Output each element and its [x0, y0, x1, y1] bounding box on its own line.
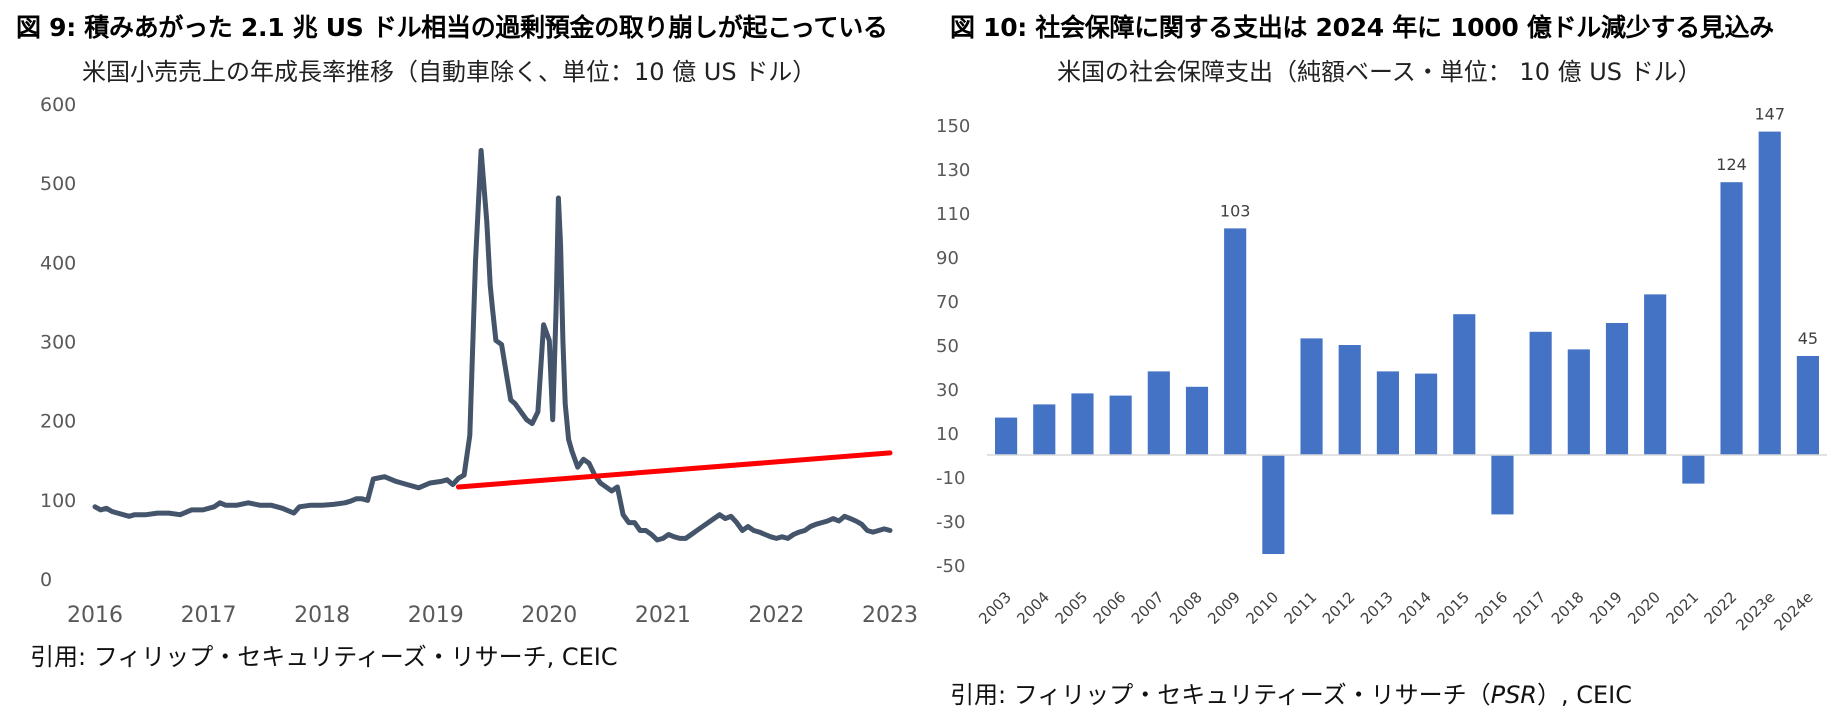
x-tick-label: 2017	[181, 603, 237, 628]
x-tick-label: 2015	[1433, 588, 1473, 628]
right-chart-subtitle: 米国の社会保障支出（純額ベース・単位： 10 億 US ドル）	[1057, 58, 1702, 86]
bar	[1644, 294, 1667, 455]
x-tick-label: 2012	[1319, 588, 1359, 628]
x-tick-label: 2014	[1395, 588, 1435, 628]
right-source-psr: PSR	[1490, 681, 1537, 709]
y-tick-label: 500	[40, 173, 76, 195]
left-figure-title: 図 9: 積みあがった 2.1 兆 US ドル相当の過剰預金の取り崩しが起こって…	[16, 13, 888, 42]
bar	[1491, 455, 1514, 515]
x-tick-label: 2016	[67, 603, 123, 628]
x-tick-label: 2007	[1128, 588, 1168, 628]
bar	[1453, 314, 1476, 455]
right-chart-panel: 図 10: 社会保障に関する支出は 2024 年に 1000 億ドル減少する見込…	[930, 0, 1830, 719]
data-label: 45	[1798, 329, 1818, 348]
y-tick-label: -10	[936, 468, 965, 489]
right-source-suffix: ）, CEIC	[1536, 681, 1632, 709]
bar	[1147, 371, 1170, 455]
data-label: 124	[1716, 155, 1747, 174]
x-tick-label: 2006	[1090, 588, 1130, 628]
y-tick-label: 100	[40, 490, 76, 512]
x-tick-label: 2022	[748, 603, 804, 628]
x-tick-label: 2021	[1662, 588, 1702, 628]
data-label: 147	[1754, 105, 1785, 124]
bar	[1262, 455, 1285, 554]
y-tick-label: 50	[936, 336, 959, 357]
right-figure-title: 図 10: 社会保障に関する支出は 2024 年に 1000 億ドル減少する見込…	[950, 13, 1774, 42]
bar	[1071, 393, 1094, 455]
left-chart-subtitle: 米国小売売上の年成長率推移（自動車除く、単位：10 億 US ドル）	[82, 58, 817, 86]
bar	[995, 417, 1018, 455]
x-tick-label: 2018	[294, 603, 350, 628]
y-tick-label: 130	[936, 160, 970, 181]
bar	[1682, 455, 1705, 484]
x-tick-label: 2018	[1548, 588, 1588, 628]
bar	[1415, 373, 1438, 455]
x-tick-label: 2004	[1013, 588, 1053, 628]
bar	[1567, 349, 1590, 455]
x-tick-label: 2013	[1357, 588, 1397, 628]
x-tick-label: 2008	[1166, 588, 1206, 628]
x-tick-label: 2010	[1242, 588, 1282, 628]
left-chart-panel: 図 9: 積みあがった 2.1 兆 US ドル相当の過剰預金の取り崩しが起こって…	[16, 13, 918, 671]
x-tick-label: 2011	[1281, 588, 1321, 628]
x-tick-label: 2017	[1510, 588, 1550, 628]
x-tick-label: 2023	[862, 603, 918, 628]
bar-chart: -50 -30 -10 10 30 50 70 90 110 130 150 200320042005…	[936, 105, 1827, 634]
bar	[1605, 323, 1629, 455]
x-tick-label: 2023e	[1732, 588, 1778, 634]
y-tick-label: 110	[936, 204, 970, 225]
bar	[1338, 345, 1361, 455]
y-tick-label: 10	[936, 424, 959, 445]
bar	[1796, 356, 1819, 455]
y-tick-label: 200	[40, 411, 76, 433]
bar	[1300, 338, 1323, 455]
x-tick-label: 2003	[975, 588, 1015, 628]
y-tick-label: 70	[936, 292, 959, 313]
bar	[1758, 131, 1781, 455]
y-tick-label: 300	[40, 332, 76, 354]
bar	[1109, 395, 1132, 455]
bar	[1033, 404, 1056, 455]
y-tick-label: -50	[936, 556, 965, 577]
x-tick-label: 2005	[1052, 588, 1092, 628]
right-source-prefix: 引用: フィリップ・セキュリティーズ・リサーチ（	[950, 681, 1491, 709]
data-label: 103	[1220, 201, 1251, 220]
bar	[1224, 228, 1247, 455]
retail-sales-series-line	[92, 148, 893, 543]
y-tick-label: -30	[936, 512, 965, 533]
left-source-note: 引用: フィリップ・セキュリティーズ・リサーチ, CEIC	[30, 643, 618, 671]
y-tick-label: 400	[40, 252, 76, 274]
y-tick-label: 0	[40, 569, 52, 591]
y-tick-label: 150	[936, 116, 970, 137]
y-tick-label: 90	[936, 248, 959, 269]
bar	[1185, 386, 1209, 455]
x-tick-label: 2019	[408, 603, 464, 628]
x-tick-label: 2024e	[1770, 588, 1816, 634]
line-chart: 0 100 200 300 400 500 600 2016 2017 2018 2019 2020 2…	[40, 94, 918, 628]
trend-line	[455, 450, 893, 490]
right-source-note: 引用: フィリップ・セキュリティーズ・リサーチ（PSR）, CEIC	[950, 675, 1632, 710]
y-tick-label: 600	[40, 94, 76, 116]
x-tick-label: 2019	[1586, 588, 1626, 628]
x-tick-label: 2016	[1472, 588, 1512, 628]
x-tick-label: 2020	[521, 603, 577, 628]
bar	[1376, 371, 1399, 455]
y-tick-label: 30	[936, 380, 959, 401]
bar	[1720, 182, 1743, 455]
x-tick-label: 2009	[1204, 588, 1244, 628]
x-tick-label: 2020	[1624, 588, 1664, 628]
x-tick-label: 2021	[635, 603, 691, 628]
bar	[1529, 331, 1552, 455]
